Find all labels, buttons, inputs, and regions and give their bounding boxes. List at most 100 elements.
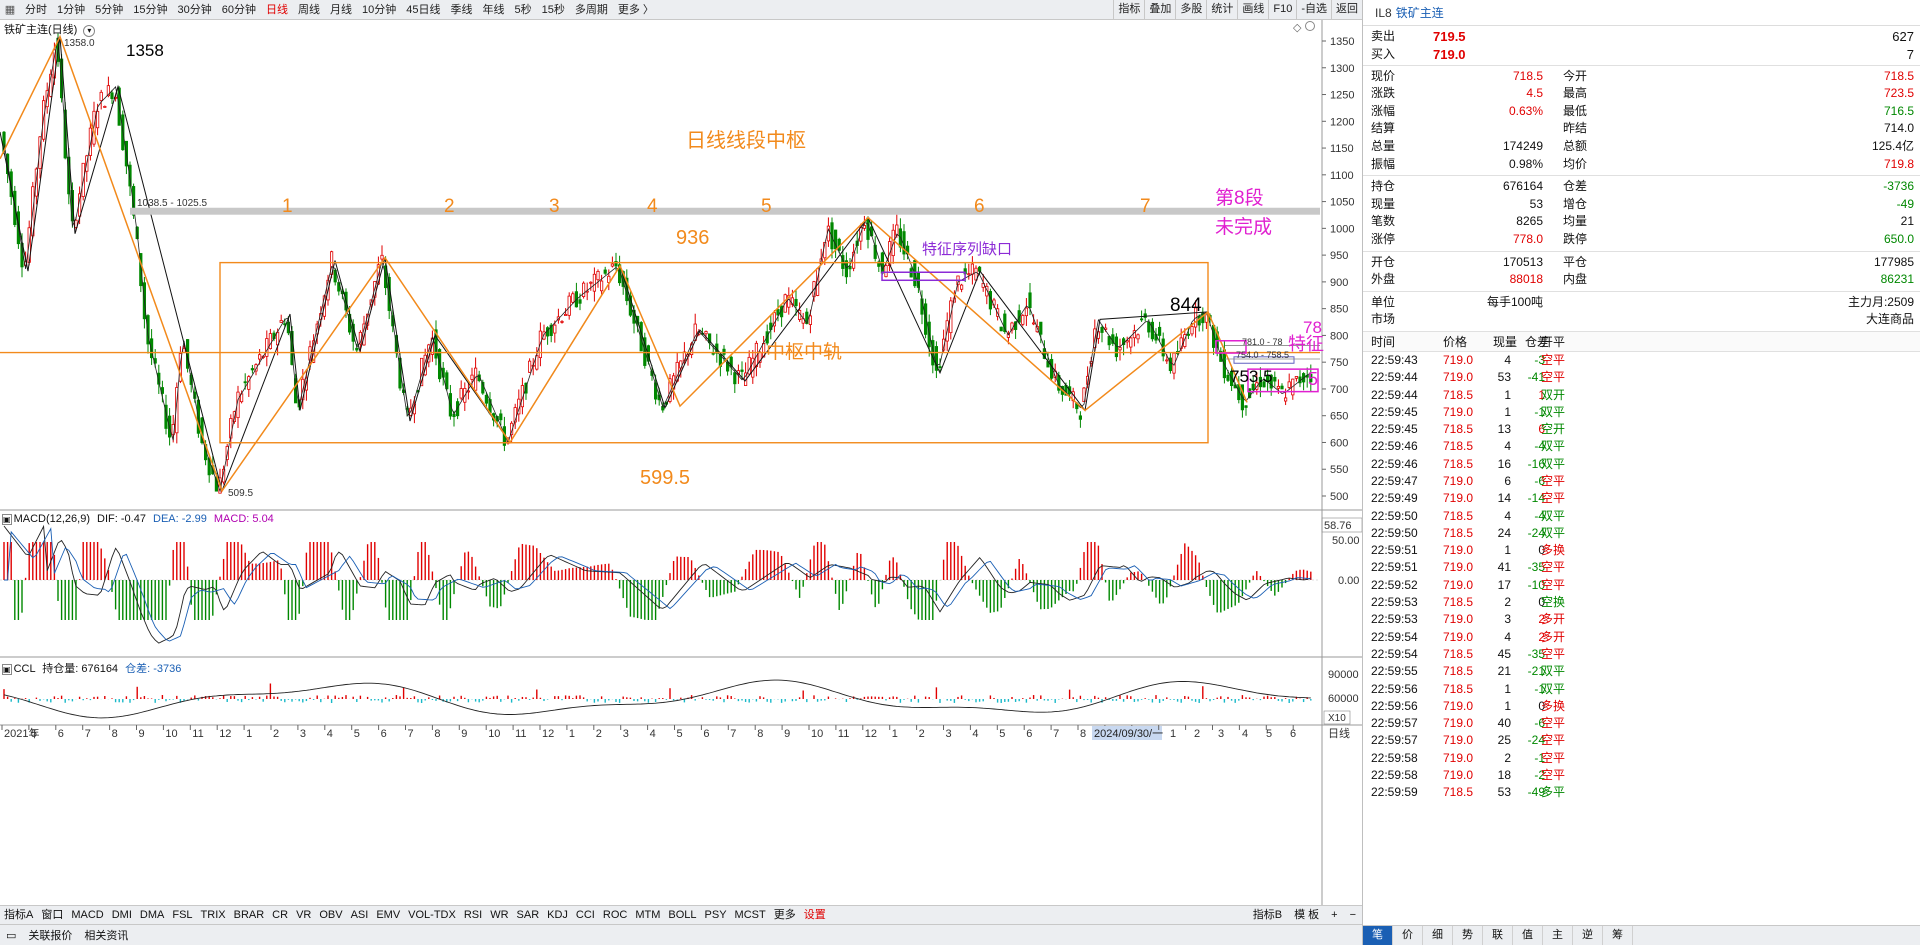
tick-list[interactable]: 22:59:43 719.0 4 -3 空平 22:59:44 719.0 53 -41 空平 22… (1363, 352, 1920, 802)
timeframe-3[interactable]: 15分钟 (133, 3, 168, 16)
candle-body (571, 293, 575, 303)
toolbar-button-5[interactable]: F10 (1268, 0, 1296, 20)
indicator-tab-10[interactable]: OBV (319, 909, 343, 921)
time-axis-label: 1 (246, 728, 252, 740)
timeframe-5[interactable]: 60分钟 (221, 3, 256, 16)
main-chart-title: 铁矿主连(日线) ▾ (4, 21, 96, 37)
toolbar-button-4[interactable]: 画线 (1237, 0, 1268, 20)
toolbar-button-7[interactable]: 返回 (1331, 0, 1362, 20)
tick-row: 22:59:43 719.0 4 -3 空平 (1363, 352, 1920, 369)
related-quotes-tab[interactable]: 关联报价 (28, 930, 73, 942)
tick-volume: 53 (1497, 785, 1511, 800)
indicator-tab-8[interactable]: CR (272, 909, 289, 921)
magenta-number-annotation: 5 (1308, 369, 1318, 389)
indicator-tab-17[interactable]: KDJ (547, 909, 568, 921)
tick-row: 22:59:51 719.0 41 -35 空平 (1363, 559, 1920, 576)
indicator-tab-9[interactable]: VR (296, 909, 312, 921)
time-axis-label: 10 (811, 728, 823, 740)
quote-tab-8[interactable]: 筹 (1603, 926, 1633, 945)
tick-delta: -41 (1527, 370, 1545, 385)
quote-tab-5[interactable]: 值 (1513, 926, 1543, 945)
indicator-tab-21[interactable]: BOLL (668, 909, 697, 921)
timeframe-13[interactable]: 5秒 (514, 3, 532, 16)
timeframe-14[interactable]: 15秒 (541, 3, 565, 16)
timeframe-11[interactable]: 季线 (450, 3, 473, 16)
candle-body (221, 468, 226, 483)
tick-delta: -16 (1527, 456, 1545, 471)
indicator-tab-18[interactable]: CCI (575, 909, 595, 921)
indicator-tab-0[interactable]: 指标A (4, 909, 34, 921)
indicator-tab-6[interactable]: TRIX (200, 909, 226, 921)
timeframe-1[interactable]: 1分钟 (57, 3, 86, 16)
indicator-right-3[interactable]: − (1349, 909, 1356, 921)
indicator-tab-13[interactable]: VOL-TDX (408, 909, 456, 921)
candle-body (848, 265, 852, 270)
tick-price: 719.0 (1442, 404, 1473, 419)
indicator-tab-5[interactable]: FSL (172, 909, 193, 921)
timeframe-16[interactable]: 更多 〉 (617, 3, 654, 16)
timeframe-10[interactable]: 45日线 (406, 3, 441, 16)
timeframe-15[interactable]: 多周期 (574, 3, 608, 16)
toolbar-button-3[interactable]: 统计 (1206, 0, 1237, 20)
indicator-right-2[interactable]: + (1331, 909, 1338, 921)
panel-toggle-icon[interactable]: ▭ (6, 929, 17, 942)
instrument-name[interactable]: 铁矿主连 (1395, 6, 1444, 20)
chart-settings-icons[interactable]: ◇ (1293, 21, 1315, 34)
stat-value: 174249 (1502, 138, 1543, 153)
toolbar-button-0[interactable]: 指标 (1113, 0, 1144, 20)
indicator-tab-4[interactable]: DMA (139, 909, 165, 921)
candle-body (520, 385, 525, 408)
grid-icon[interactable]: ▦ (4, 4, 16, 16)
price-axis-label: 1100 (1330, 170, 1354, 182)
indicator-tab-22[interactable]: PSY (704, 909, 727, 921)
stat-label: 昨结 (1563, 121, 1588, 136)
indicator-tab-14[interactable]: RSI (463, 909, 483, 921)
indicator-tab-23[interactable]: MCST (734, 909, 766, 921)
timeframe-8[interactable]: 月线 (330, 3, 352, 16)
timeframe-9[interactable]: 10分钟 (362, 3, 397, 16)
indicator-tab-16[interactable]: SAR (516, 909, 540, 921)
timeframe-0[interactable]: 分时 (25, 3, 47, 16)
chart-canvas[interactable]: 1350130012501200115011001050100095090085… (0, 20, 1362, 905)
timeframe-12[interactable]: 年线 (482, 3, 505, 16)
indicator-tab-20[interactable]: MTM (635, 909, 661, 921)
stat-label: 总额 (1563, 138, 1588, 153)
tick-price: 719.0 (1442, 543, 1473, 558)
indicator-tab-7[interactable]: BRAR (233, 909, 265, 921)
dropdown-icon[interactable]: ▾ (83, 25, 96, 37)
timeframe-2[interactable]: 5分钟 (95, 3, 124, 16)
price-axis-label: 700 (1330, 384, 1348, 396)
indicator-right-0[interactable]: 指标B (1252, 909, 1283, 921)
indicator-tab-25[interactable]: 设置 (803, 909, 826, 921)
quote-tab-3[interactable]: 势 (1453, 926, 1483, 945)
indicator-tab-1[interactable]: 窗口 (41, 909, 64, 921)
timeframe-4[interactable]: 30分钟 (177, 3, 212, 16)
tick-row: 22:59:51 719.0 1 0 多换 (1363, 542, 1920, 559)
related-news-tab[interactable]: 相关资讯 (84, 930, 129, 942)
indicator-tab-11[interactable]: ASI (350, 909, 369, 921)
indicator-tab-3[interactable]: DMI (111, 909, 132, 921)
indicator-tab-24[interactable]: 更多 (773, 909, 796, 921)
toolbar-button-6[interactable]: -自选 (1296, 0, 1331, 20)
quote-tab-0[interactable]: 笔 (1363, 926, 1393, 945)
candle-body (1248, 388, 1252, 399)
indicator-tab-2[interactable]: MACD (71, 909, 104, 921)
quote-tab-6[interactable]: 主 (1543, 926, 1573, 945)
indicator-tab-19[interactable]: ROC (602, 909, 628, 921)
indicator-tab-15[interactable]: WR (490, 909, 509, 921)
quote-tab-1[interactable]: 价 (1393, 926, 1423, 945)
timeframe-6[interactable]: 日线 (266, 3, 288, 16)
quote-tab-4[interactable]: 联 (1483, 926, 1513, 945)
indicator-tab-12[interactable]: EMV (376, 909, 401, 921)
recent-box (1233, 356, 1295, 364)
timeframe-7[interactable]: 周线 (298, 3, 320, 16)
price-axis-label: 1250 (1330, 90, 1354, 102)
chart-area[interactable]: 1350 1300 1250 1200 1150 1100 1050 1000 950 900 85… (0, 20, 1362, 905)
candle-body (437, 349, 442, 380)
indicator-right-1[interactable]: 模 板 (1294, 909, 1320, 921)
tick-time: 22:59:46 (1371, 456, 1418, 471)
quote-tab-2[interactable]: 细 (1423, 926, 1453, 945)
toolbar-button-2[interactable]: 多股 (1175, 0, 1206, 20)
quote-tab-7[interactable]: 逆 (1573, 926, 1603, 945)
toolbar-button-1[interactable]: 叠加 (1144, 0, 1175, 20)
